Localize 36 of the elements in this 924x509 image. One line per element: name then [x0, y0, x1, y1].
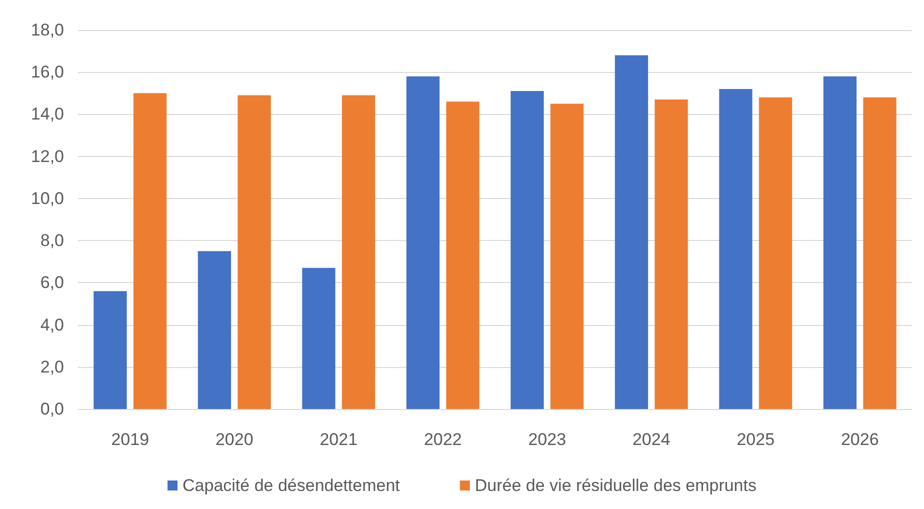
bar	[510, 91, 544, 409]
x-tick-label: 2026	[840, 430, 879, 449]
y-tick-label: 2,0	[40, 357, 64, 376]
bar	[94, 291, 127, 409]
bar	[446, 102, 480, 409]
bar	[758, 97, 792, 409]
y-tick-label: 10,0	[30, 188, 64, 208]
bar	[406, 76, 440, 409]
y-tick-label: 12,0	[30, 146, 64, 166]
bar	[863, 97, 896, 409]
bar	[133, 93, 167, 409]
x-tick-label: 2020	[215, 430, 254, 449]
y-tick-label: 6,0	[40, 273, 64, 292]
x-tick-label: 2023	[528, 430, 566, 449]
bar	[823, 76, 857, 409]
x-tick-label: 2025	[736, 430, 775, 449]
legend-label: Durée de vie résiduelle des emprunts	[474, 476, 756, 495]
y-tick-label: 8,0	[40, 231, 64, 250]
x-tick-label: 2022	[424, 430, 462, 449]
y-tick-label: 0,0	[40, 400, 64, 418]
x-tick-label: 2021	[320, 430, 358, 449]
y-tick-label: 4,0	[40, 315, 64, 334]
bar	[654, 99, 688, 409]
bar	[302, 268, 336, 409]
legend-label: Capacité de désendettement	[182, 476, 400, 495]
bar	[342, 95, 376, 409]
bar	[719, 88, 752, 409]
bar	[238, 95, 271, 409]
x-tick-label: 2024	[632, 430, 670, 449]
bar	[550, 104, 584, 409]
y-tick-label: 14,0	[30, 104, 64, 124]
bar	[614, 55, 648, 409]
x-tick-label: 2019	[111, 430, 150, 449]
y-tick-label: 18,0	[30, 20, 64, 40]
y-tick-label: 16,0	[30, 62, 64, 82]
bar	[198, 251, 232, 409]
